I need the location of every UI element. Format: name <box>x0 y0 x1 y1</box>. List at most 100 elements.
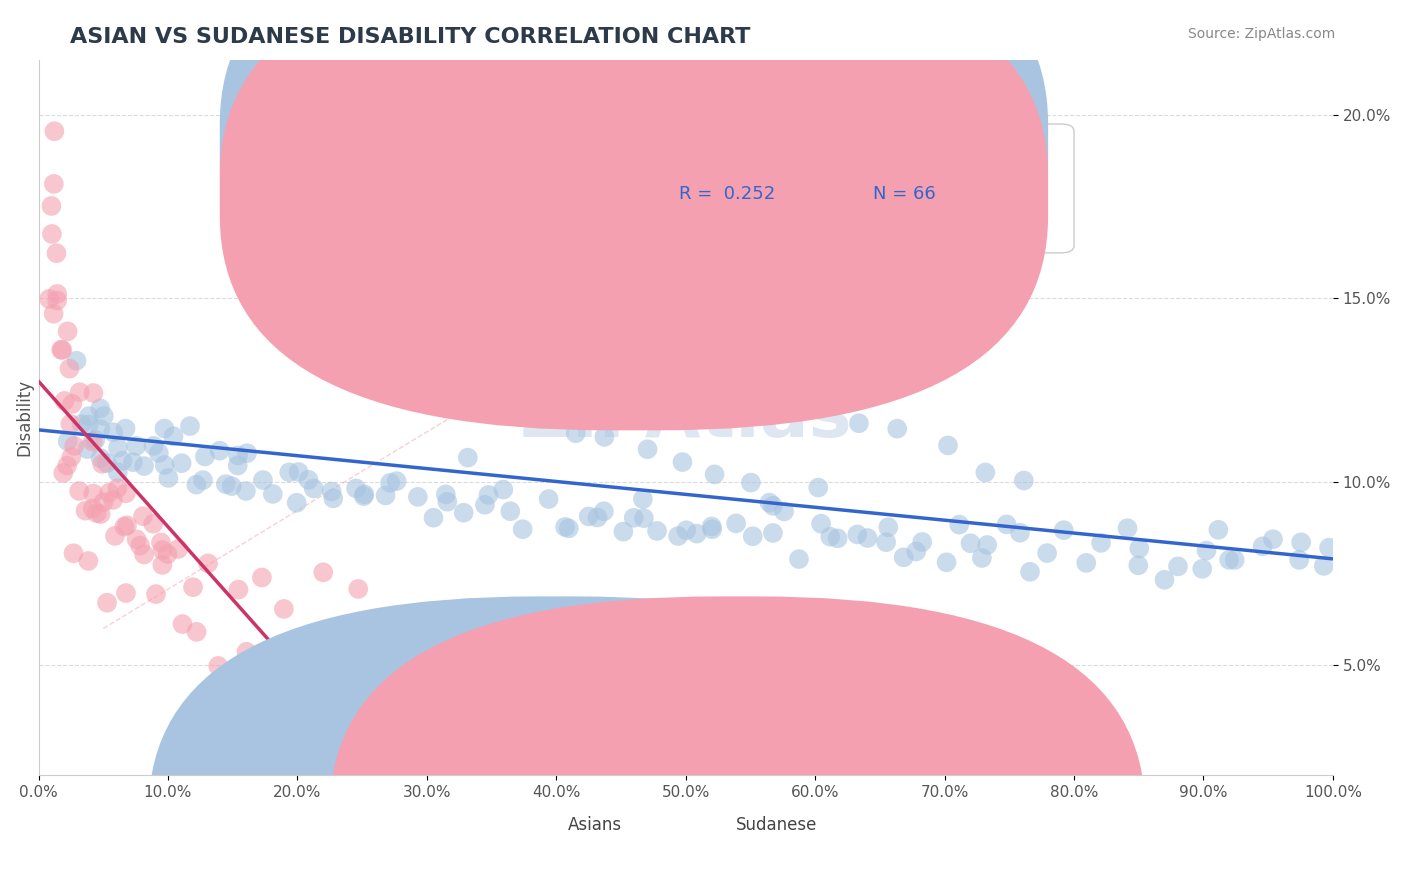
Point <box>848 416 870 430</box>
Point <box>228 582 250 597</box>
Point <box>111 454 134 468</box>
Point <box>96 596 118 610</box>
Point <box>112 519 135 533</box>
Point <box>533 392 555 406</box>
Point <box>179 419 201 434</box>
Point <box>453 506 475 520</box>
Text: ZIPAtlas: ZIPAtlas <box>519 383 852 452</box>
Point <box>959 536 981 550</box>
Point <box>645 524 668 538</box>
Point <box>436 494 458 508</box>
Point <box>207 659 229 673</box>
Text: Asians: Asians <box>568 816 623 834</box>
Point <box>807 481 830 495</box>
Point <box>384 320 406 334</box>
Point <box>186 477 208 491</box>
Point <box>42 177 65 191</box>
Point <box>1317 541 1340 555</box>
Point <box>142 439 165 453</box>
Point <box>70 417 93 431</box>
Point <box>104 529 127 543</box>
Point <box>52 466 75 480</box>
Point <box>82 434 104 449</box>
Point <box>312 566 335 580</box>
Point <box>226 449 249 463</box>
Point <box>780 401 803 416</box>
Point <box>60 397 83 411</box>
Point <box>75 503 97 517</box>
Point <box>1251 539 1274 553</box>
Point <box>1218 553 1240 567</box>
Point <box>101 492 124 507</box>
Point <box>499 504 522 518</box>
Point <box>125 439 148 453</box>
Point <box>995 517 1018 532</box>
Point <box>114 421 136 435</box>
Point <box>82 386 104 401</box>
Point <box>537 491 560 506</box>
Point <box>152 543 174 558</box>
Point <box>935 555 957 569</box>
Point <box>77 554 100 568</box>
Point <box>115 486 138 500</box>
Point <box>42 307 65 321</box>
Point <box>353 489 375 503</box>
Text: N = 66: N = 66 <box>873 186 936 203</box>
Point <box>208 443 231 458</box>
Point <box>132 509 155 524</box>
Point <box>93 409 115 423</box>
Point <box>1128 558 1150 573</box>
Point <box>98 485 121 500</box>
Point <box>762 525 785 540</box>
Point <box>593 430 616 444</box>
Point <box>702 522 724 536</box>
Point <box>235 483 257 498</box>
Point <box>145 587 167 601</box>
Point <box>226 458 249 473</box>
Point <box>215 477 238 491</box>
Point <box>1128 541 1150 556</box>
Point <box>162 429 184 443</box>
Point <box>51 343 73 357</box>
Point <box>287 465 309 479</box>
Point <box>436 328 458 343</box>
Point <box>1208 523 1230 537</box>
Point <box>58 361 80 376</box>
Text: N = 147: N = 147 <box>873 126 948 144</box>
Point <box>252 473 274 487</box>
Text: Source: ZipAtlas.com: Source: ZipAtlas.com <box>1188 27 1336 41</box>
Point <box>285 496 308 510</box>
Point <box>197 557 219 571</box>
Point <box>273 602 295 616</box>
Point <box>1191 562 1213 576</box>
Point <box>565 426 588 441</box>
Point <box>974 466 997 480</box>
Point <box>186 624 208 639</box>
Point <box>389 626 412 640</box>
Point <box>1076 556 1098 570</box>
Point <box>1116 521 1139 535</box>
Point <box>260 645 283 659</box>
Text: Sudanese: Sudanese <box>735 816 817 834</box>
Point <box>153 421 176 435</box>
Point <box>107 481 129 495</box>
Point <box>406 490 429 504</box>
Point <box>191 473 214 487</box>
Point <box>134 548 156 562</box>
Point <box>46 293 69 308</box>
Point <box>236 446 259 460</box>
Point <box>63 439 86 453</box>
Point <box>347 582 370 596</box>
Point <box>107 466 129 480</box>
Point <box>823 399 845 413</box>
Point <box>762 499 785 513</box>
Point <box>1261 533 1284 547</box>
Point <box>96 456 118 470</box>
Point <box>593 504 616 518</box>
Point <box>578 509 600 524</box>
FancyBboxPatch shape <box>569 124 1074 252</box>
Point <box>56 324 79 338</box>
Point <box>690 374 713 388</box>
Point <box>886 422 908 436</box>
Point <box>89 422 111 436</box>
